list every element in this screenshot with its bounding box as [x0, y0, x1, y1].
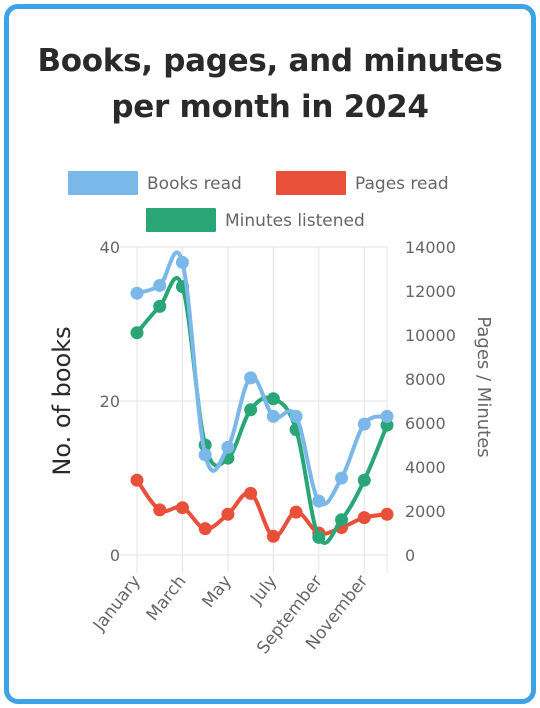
right-tick-label: 14000 [405, 238, 456, 257]
right-tick-label: 8000 [405, 370, 446, 389]
legend-swatch [276, 171, 346, 195]
data-point [198, 522, 212, 536]
data-point [266, 392, 280, 406]
x-tick-label: May [198, 572, 235, 612]
right-tick-label: 6000 [405, 414, 446, 433]
legend-swatch [68, 171, 138, 195]
data-point [175, 255, 189, 269]
right-tick-label: 10000 [405, 326, 456, 345]
data-point [153, 503, 167, 517]
series-books-read [130, 250, 394, 508]
data-point [289, 409, 303, 423]
data-point [380, 409, 394, 423]
data-point [357, 473, 371, 487]
legend: Books read Pages read Minutes listened [68, 171, 449, 232]
x-tick-label: July [246, 572, 281, 609]
series-line [135, 276, 389, 545]
data-point [357, 511, 371, 525]
data-point [244, 403, 258, 417]
left-tick-label: 0 [110, 546, 120, 565]
data-point [221, 507, 235, 521]
legend-label: Books read [147, 174, 242, 194]
right-axis-title: Pages / Minutes [473, 316, 494, 457]
data-point [130, 326, 144, 340]
chart-card [4, 4, 536, 704]
x-tick-label: January [89, 572, 145, 636]
data-point [266, 409, 280, 423]
series-line [136, 250, 388, 507]
data-point [130, 473, 144, 487]
right-tick-label: 2000 [405, 502, 446, 521]
series-lines [130, 250, 394, 545]
data-point [130, 286, 144, 300]
chart-title-line-2: per month in 2024 [111, 89, 429, 125]
series-minutes-listened [130, 276, 394, 545]
right-tick-label: 12000 [405, 282, 456, 301]
legend-swatch [146, 208, 216, 232]
left-tick-label: 40 [100, 238, 120, 257]
axes: 0 20 40 0 2000 4000 6000 8000 10000 12000 14000 Jan… [48, 238, 494, 658]
data-point [335, 471, 349, 485]
data-point [289, 505, 303, 519]
data-point [153, 299, 167, 313]
x-tick-label: March [143, 572, 191, 625]
data-point [175, 501, 189, 515]
chart-title: Books, pages, and minutes per month in 2… [0, 38, 540, 130]
right-tick-label: 4000 [405, 458, 446, 477]
left-tick-label: 20 [100, 392, 120, 411]
legend-label: Pages read [355, 174, 449, 194]
chart-title-line-1: Books, pages, and minutes [37, 43, 503, 79]
series-pages-read [130, 473, 394, 543]
data-point [380, 507, 394, 521]
data-point [244, 486, 258, 500]
right-tick-label: 0 [405, 546, 415, 565]
data-point [266, 529, 280, 543]
data-point [198, 448, 212, 462]
left-axis-title: No. of books [48, 326, 76, 475]
data-point [244, 371, 258, 385]
data-point [312, 530, 326, 544]
data-point [357, 417, 371, 431]
legend-label: Minutes listened [225, 211, 365, 231]
data-point [312, 494, 326, 508]
data-point [153, 279, 167, 292]
data-point [221, 440, 235, 454]
data-point [335, 513, 349, 527]
